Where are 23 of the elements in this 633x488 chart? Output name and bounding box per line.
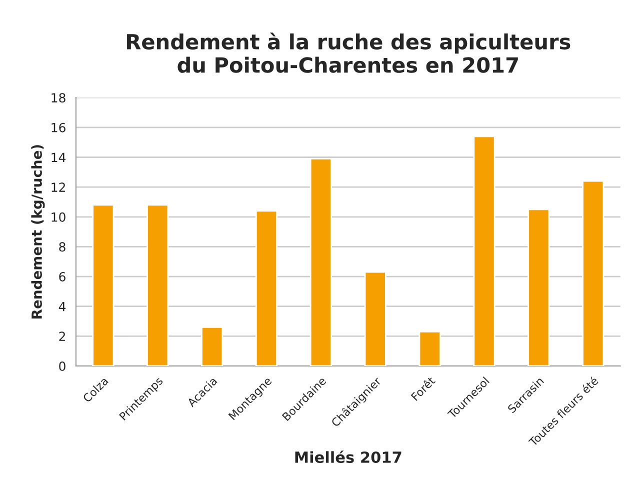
bar <box>582 180 604 366</box>
bar <box>310 158 332 366</box>
y-tick-label: 4 <box>58 302 66 312</box>
chart-title: Rendement à la ruche des apiculteurs du Poitou-Charentes en 2017 <box>127 32 570 73</box>
bar <box>418 331 441 366</box>
y-tick-label: 12 <box>52 182 65 192</box>
y-axis-title: Rendement (kg/ruche) <box>31 145 45 318</box>
bar <box>201 326 224 366</box>
y-tick-label: 8 <box>59 242 66 252</box>
y-tick-label: 0 <box>59 361 66 371</box>
bar <box>528 208 550 366</box>
y-tick-label: 6 <box>59 272 66 282</box>
y-tick-label: 2 <box>59 332 65 341</box>
x-axis-title: Miellés 2017 <box>295 450 402 464</box>
bar <box>255 210 278 366</box>
bar <box>473 136 496 366</box>
bar <box>92 204 114 366</box>
y-tick-label: 10 <box>52 212 66 222</box>
bar <box>364 271 386 366</box>
y-tick-label: 18 <box>52 93 66 103</box>
bar <box>146 204 169 366</box>
y-tick-label: 14 <box>52 152 66 162</box>
y-tick-label: 16 <box>52 122 66 132</box>
